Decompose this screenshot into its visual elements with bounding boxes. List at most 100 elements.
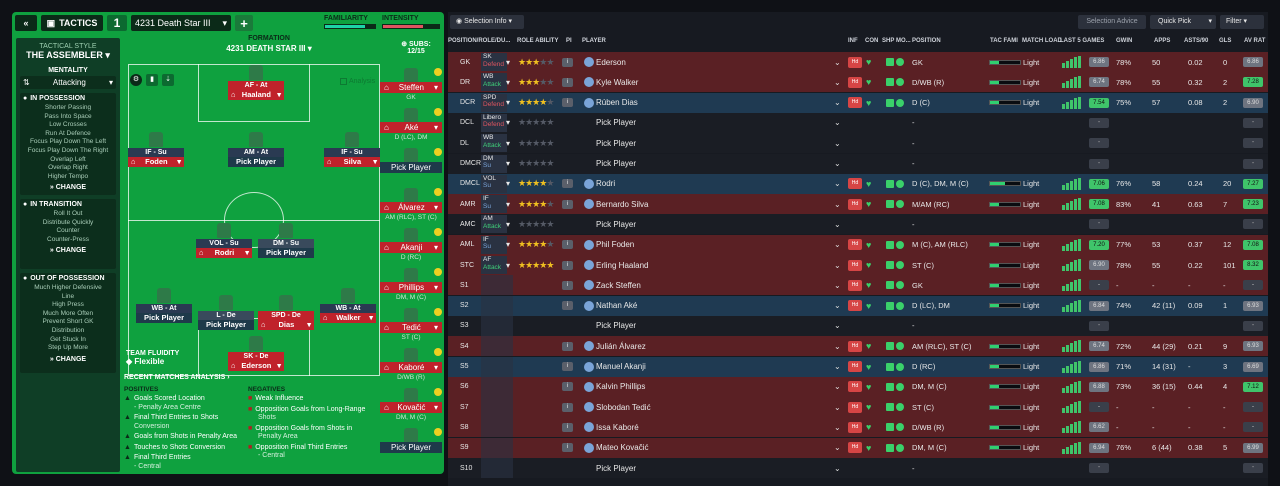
player-name[interactable]: Pick Player [596,118,637,128]
player-name-row[interactable]: ⌂ Walker ▾ [320,313,376,323]
chevron-down-icon[interactable]: ⌄ [834,57,841,67]
chevron-down-icon[interactable]: ⌄ [834,260,841,270]
pitch-player-card[interactable]: WB - At Pick Player [136,304,192,323]
sub-player-card[interactable]: ⌂ Aké ▾ D (LC), DM [380,122,442,141]
header-position[interactable]: POSITION [912,38,941,44]
sub-player-card[interactable]: ⌂ Akanji ▾ D (RC) [380,242,442,261]
pitch-player-card[interactable]: IF - Su ⌂ Silva ▾ [324,148,380,167]
in-possession-change-button[interactable]: » CHANGE [49,184,87,192]
chevron-down-icon[interactable]: ⌄ [834,118,841,128]
player-name[interactable]: Rúben Dias [596,98,638,108]
player-name-row[interactable]: ⌂ Dias ▾ [258,320,314,330]
player-name[interactable]: Phil Foden [596,240,635,250]
player-name-row[interactable]: Pick Player [228,157,284,167]
add-tactic-button[interactable]: + [235,15,253,31]
player-name[interactable]: Manuel Akanji [596,362,646,371]
player-instructions-icon[interactable]: i [562,57,573,67]
chevron-down-icon[interactable]: ⌄ [834,199,841,209]
sub-name-row[interactable]: ⌂ Tedić ▾ [380,322,442,333]
player-name-row[interactable]: ⌂ Rodri ▾ [196,248,252,258]
player-instructions-icon[interactable]: i [562,301,573,311]
player-name[interactable]: Bernardo Silva [596,199,649,209]
sub-name-row[interactable]: ⌂ Kaboré ▾ [380,362,442,373]
chevron-down-icon[interactable]: ⌄ [834,280,841,290]
table-row[interactable]: DCR SPD Defend ▾ ★★★★★ i Rúben Dias ⌄ D (C) Hd ♥ Li… [448,92,1268,113]
player-name-row[interactable]: Pick Player [198,320,254,330]
selection-info-dropdown[interactable]: ◉ Selection Info ▾ [450,15,524,29]
out-of-possession-change-button[interactable]: » CHANGE [49,355,87,363]
player-name[interactable]: Julián Álvarez [596,341,646,351]
table-row[interactable]: DL WB Attack ▾ ★★★★★ Pick Player ⌄ - - - [448,133,1268,154]
player-instructions-icon[interactable]: i [562,402,573,412]
table-row[interactable]: AML IF Su ▾ ★★★★★ i Phil Foden ⌄ M (C), AM (RLC)… [448,234,1268,255]
header-pi[interactable]: PI [566,38,572,44]
chevron-down-icon[interactable]: ⌄ [834,219,841,229]
player-name-row[interactable]: ⌂ Foden ▾ [128,157,184,167]
table-row[interactable]: S7 i Slobodan Tedić ⌄ ST (C) Hd ♥ Light - - - - - - [448,397,1268,418]
table-row[interactable]: S10 Pick Player ⌄ - - - [448,458,1268,478]
role-duty-select[interactable]: SPD Defend [481,93,507,112]
header-inf[interactable]: INF [848,38,858,44]
chevron-down-icon[interactable]: ⌄ [834,382,841,392]
sub-player-card[interactable]: ⌂ Kovačić ▾ DM, M (C) [380,402,442,421]
table-row[interactable]: S5 i Manuel Akanji ⌄ D (RC) Hd ♥ Light 6.86 71% 14… [448,356,1268,377]
pitch-player-card[interactable]: SPD - De ⌂ Dias ▾ [258,311,314,330]
role-duty-select[interactable]: WB Attack [481,134,507,153]
table-row[interactable]: S2 i Nathan Aké ⌄ D (LC), DM Hd ♥ Light 6.84 74% 4… [448,295,1268,316]
header-role-ability[interactable]: ROLE ABILITY [517,38,559,44]
tactic-slot-number[interactable]: 1 [107,15,127,31]
tab-tactics[interactable]: ▣ TACTICS [41,15,103,31]
sub-name-row[interactable]: Pick Player [380,162,442,173]
table-row[interactable]: AMR IF Su ▾ ★★★★★ i Bernardo Silva ⌄ M/AM (RC) Hd… [448,194,1268,215]
player-instructions-icon[interactable]: i [562,240,573,250]
sub-player-card[interactable]: Pick Player [380,162,442,174]
table-row[interactable]: S3 Pick Player ⌄ - - - [448,315,1268,336]
header-morale[interactable]: MO... [896,38,911,44]
chevron-down-icon[interactable]: ⌄ [834,301,841,311]
table-row[interactable]: DCL Libero Defend ▾ ★★★★★ Pick Player ⌄ - - - [448,112,1268,133]
player-name[interactable]: Pick Player [596,321,637,331]
player-name[interactable]: Pick Player [596,159,637,168]
pitch-player-card[interactable]: AF - At ⌂ Haaland ▾ [228,81,284,100]
player-name[interactable]: Slobodan Tedić [596,402,651,412]
formation-select[interactable]: 4231 DEATH STAR III ▾ [194,44,344,53]
chevron-down-icon[interactable]: ⌄ [834,179,841,189]
header-shp[interactable]: SHP [882,38,895,44]
header-con[interactable]: CON [865,38,879,44]
player-name[interactable]: Kyle Walker [596,77,639,87]
pitch-player-card[interactable]: WB - At ⌂ Walker ▾ [320,304,376,323]
sub-name-row[interactable]: ⌂ Steffen ▾ [380,82,442,93]
role-duty-select[interactable]: AF Attack [481,256,507,274]
header-gls[interactable]: GLS [1219,38,1232,44]
player-instructions-icon[interactable]: i [562,382,573,392]
table-row[interactable]: S1 i Zack Steffen ⌄ GK Hd ♥ Light - - - - - - [448,275,1268,296]
filter-button[interactable]: Filter ▾ [1220,15,1264,29]
player-instructions-icon[interactable]: i [562,422,573,432]
sub-player-card[interactable]: ⌂ Álvarez ▾ AM (RLC), ST (C) [380,202,442,221]
selection-advice-button[interactable]: Selection Advice [1078,15,1146,29]
player-instructions-icon[interactable]: i [562,77,573,87]
table-row[interactable]: S9 i Mateo Kovačić ⌄ DM, M (C) Hd ♥ Light 6.94 76… [448,437,1268,458]
pitch-player-card[interactable]: IF - Su ⌂ Foden ▾ [128,148,184,167]
tactical-style-value[interactable]: THE ASSEMBLER ▾ [16,50,120,61]
player-instructions-icon[interactable]: i [562,362,573,371]
table-row[interactable]: DMCR DM Su ▾ ★★★★★ Pick Player ⌄ - - - [448,153,1268,174]
sub-player-card[interactable]: Pick Player [380,442,442,454]
player-name[interactable]: Pick Player [596,138,637,148]
table-row[interactable]: GK SK Defend ▾ ★★★★★ i Ederson ⌄ GK Hd ♥ Light 6.86 7… [448,52,1268,72]
chevron-down-icon[interactable]: ⌄ [834,98,841,108]
bar-chart-icon[interactable]: ▮ [146,74,158,86]
header-player[interactable]: PLAYER [582,38,606,44]
player-name[interactable]: Mateo Kovačić [596,443,649,453]
chevron-down-icon[interactable]: ⌄ [834,422,841,432]
player-name[interactable]: Pick Player [596,219,637,229]
analysis-checkbox[interactable] [340,78,347,85]
sub-name-row[interactable]: ⌂ Álvarez ▾ [380,202,442,213]
sub-name-row[interactable]: ⌂ Phillips ▾ [380,282,442,293]
table-row[interactable]: S6 i Kalvin Phillips ⌄ DM, M (C) Hd ♥ Light 6.88… [448,376,1268,397]
header-gwin[interactable]: GWIN [1116,38,1133,44]
chevron-down-icon[interactable]: ⌄ [834,77,841,87]
header-position-role[interactable]: POSITION/ROLE/DU... [448,38,511,44]
role-duty-select[interactable]: SK Defend [481,53,507,71]
player-name-row[interactable]: ⌂ Ederson ▾ [228,361,284,371]
